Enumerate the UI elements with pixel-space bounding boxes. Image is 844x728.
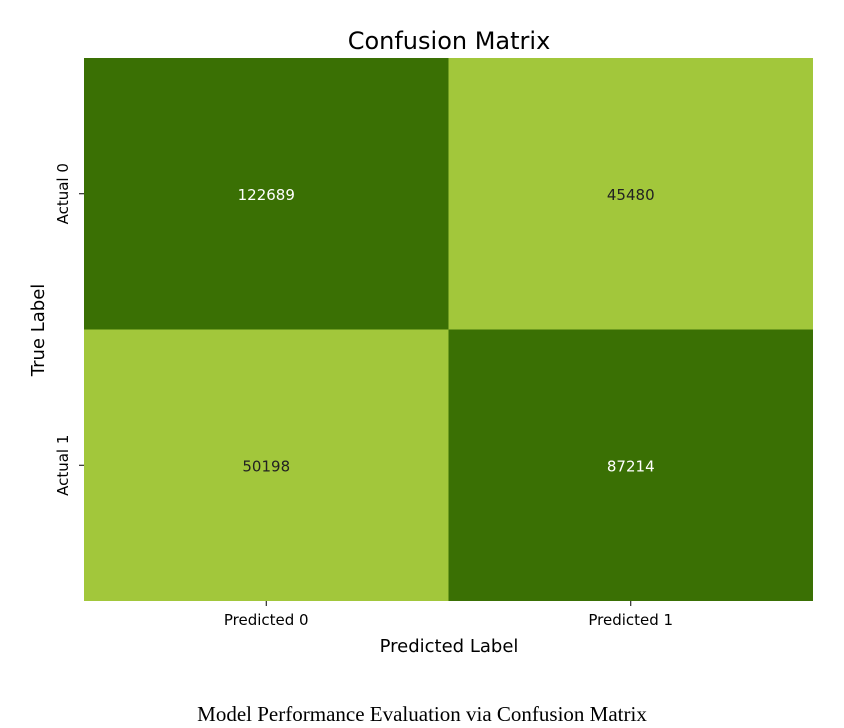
cell-value-label: 45480	[607, 186, 655, 204]
x-tick-label: Predicted 0	[224, 611, 309, 629]
chart-title: Confusion Matrix	[348, 27, 551, 55]
y-tick-label: Actual 1	[54, 435, 72, 496]
heatmap-cells	[84, 58, 813, 601]
y-tick-label: Actual 0	[54, 163, 72, 224]
heatmap-cell	[448, 58, 813, 330]
heatmap-annotations: 122689 45480 50198 87214	[238, 186, 655, 476]
heatmap-cell	[448, 329, 813, 601]
x-axis-label: Predicted Label	[380, 636, 519, 657]
y-axis-label: True Label	[28, 284, 49, 378]
x-tick-label: Predicted 1	[588, 611, 673, 629]
heatmap-cell	[84, 58, 449, 330]
cell-value-label: 50198	[242, 457, 290, 475]
cell-value-label: 87214	[607, 457, 655, 475]
y-axis-ticks: Actual 0 Actual 1	[54, 163, 84, 496]
figure-caption: Model Performance Evaluation via Confusi…	[197, 702, 647, 726]
confusion-matrix-chart: Confusion Matrix 122689 45480 50198 87214 P…	[28, 27, 813, 657]
x-axis-ticks: Predicted 0 Predicted 1	[224, 601, 673, 629]
heatmap-cell	[84, 329, 449, 601]
cell-value-label: 122689	[238, 186, 295, 204]
